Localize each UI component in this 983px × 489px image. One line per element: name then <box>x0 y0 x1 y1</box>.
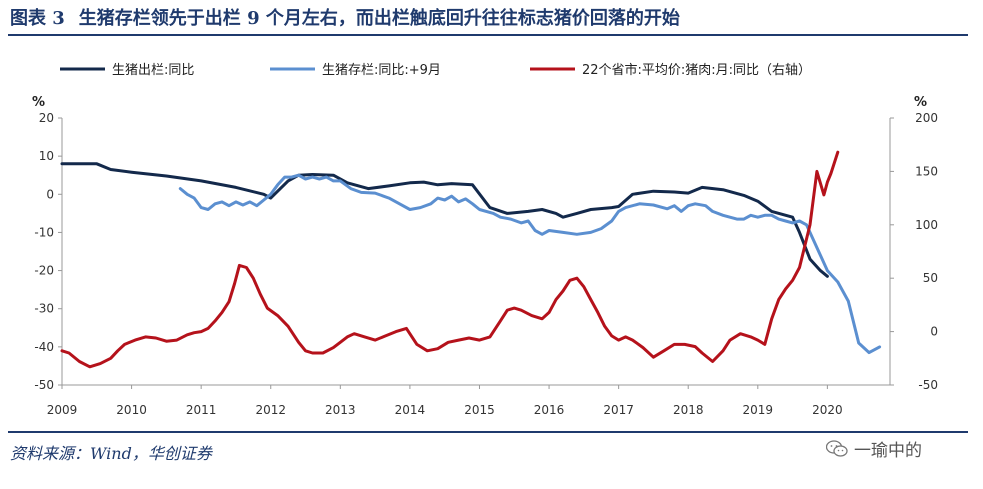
bottom-rule <box>8 431 968 433</box>
x-tick-label: 2017 <box>603 403 634 417</box>
wechat-icon <box>826 439 848 457</box>
y-left-tick-label: 20 <box>39 111 54 125</box>
y-right-tick-label: -50 <box>918 378 938 392</box>
legend-label-1: 生猪出栏:同比 <box>112 63 194 78</box>
x-tick-label: 2015 <box>464 403 495 417</box>
x-tick-label: 2019 <box>743 403 774 417</box>
y-left-tick-label: 10 <box>39 149 54 163</box>
y-left-tick-label: -20 <box>34 264 54 278</box>
y-left-tick-label: 0 <box>46 187 54 201</box>
x-tick-label: 2016 <box>534 403 565 417</box>
chart-series <box>60 150 882 369</box>
series-line-3 <box>60 150 840 369</box>
figure-title: 图表 3 生猪存栏领先于出栏 9 个月左右，而出栏触底回升往往标志猪价回落的开始 <box>10 4 680 30</box>
top-rule <box>8 34 968 36</box>
x-tick-label: 2010 <box>116 403 147 417</box>
y-right-unit: % <box>914 95 927 110</box>
y-right-tick-label: 100 <box>915 218 938 232</box>
y-left-tick-label: -50 <box>34 378 54 392</box>
x-tick-label: 2013 <box>325 403 356 417</box>
y-right-tick-label: 200 <box>915 111 938 125</box>
legend-label-2: 生猪存栏:同比:+9月 <box>322 63 441 78</box>
series-line-1 <box>60 162 829 278</box>
figure-title-text: 生猪存栏领先于出栏 9 个月左右，而出栏触底回升往往标志猪价回落的开始 <box>78 8 680 29</box>
y-right-tick-label: 50 <box>923 271 938 285</box>
x-tick-label: 2012 <box>255 403 286 417</box>
x-tick-label: 2018 <box>673 403 704 417</box>
watermark: 一瑜中的 <box>826 436 922 461</box>
legend-label-3: 22个省市:平均价:猪肉:月:同比（右轴） <box>582 62 811 78</box>
chart-legend: 生猪出栏:同比 生猪存栏:同比:+9月 22个省市:平均价:猪肉:月:同比（右轴） <box>60 62 811 78</box>
x-tick-label: 2020 <box>812 403 843 417</box>
y-left-tick-label: -30 <box>34 302 54 316</box>
y-left-tick-label: -40 <box>34 340 54 354</box>
y-left-unit: % <box>32 95 45 110</box>
x-tick-label: 2014 <box>395 403 426 417</box>
figure-label: 图表 3 <box>10 8 65 29</box>
watermark-text: 一瑜中的 <box>854 441 922 461</box>
y-right-tick-label: 150 <box>915 164 938 178</box>
x-tick-label: 2009 <box>47 403 78 417</box>
series-line-2 <box>178 173 882 355</box>
x-tick-label: 2011 <box>186 403 217 417</box>
y-left-tick-label: -10 <box>34 225 54 239</box>
source-note: 资料来源：Wind，华创证券 <box>10 444 212 463</box>
y-right-tick-label: 0 <box>930 325 938 339</box>
